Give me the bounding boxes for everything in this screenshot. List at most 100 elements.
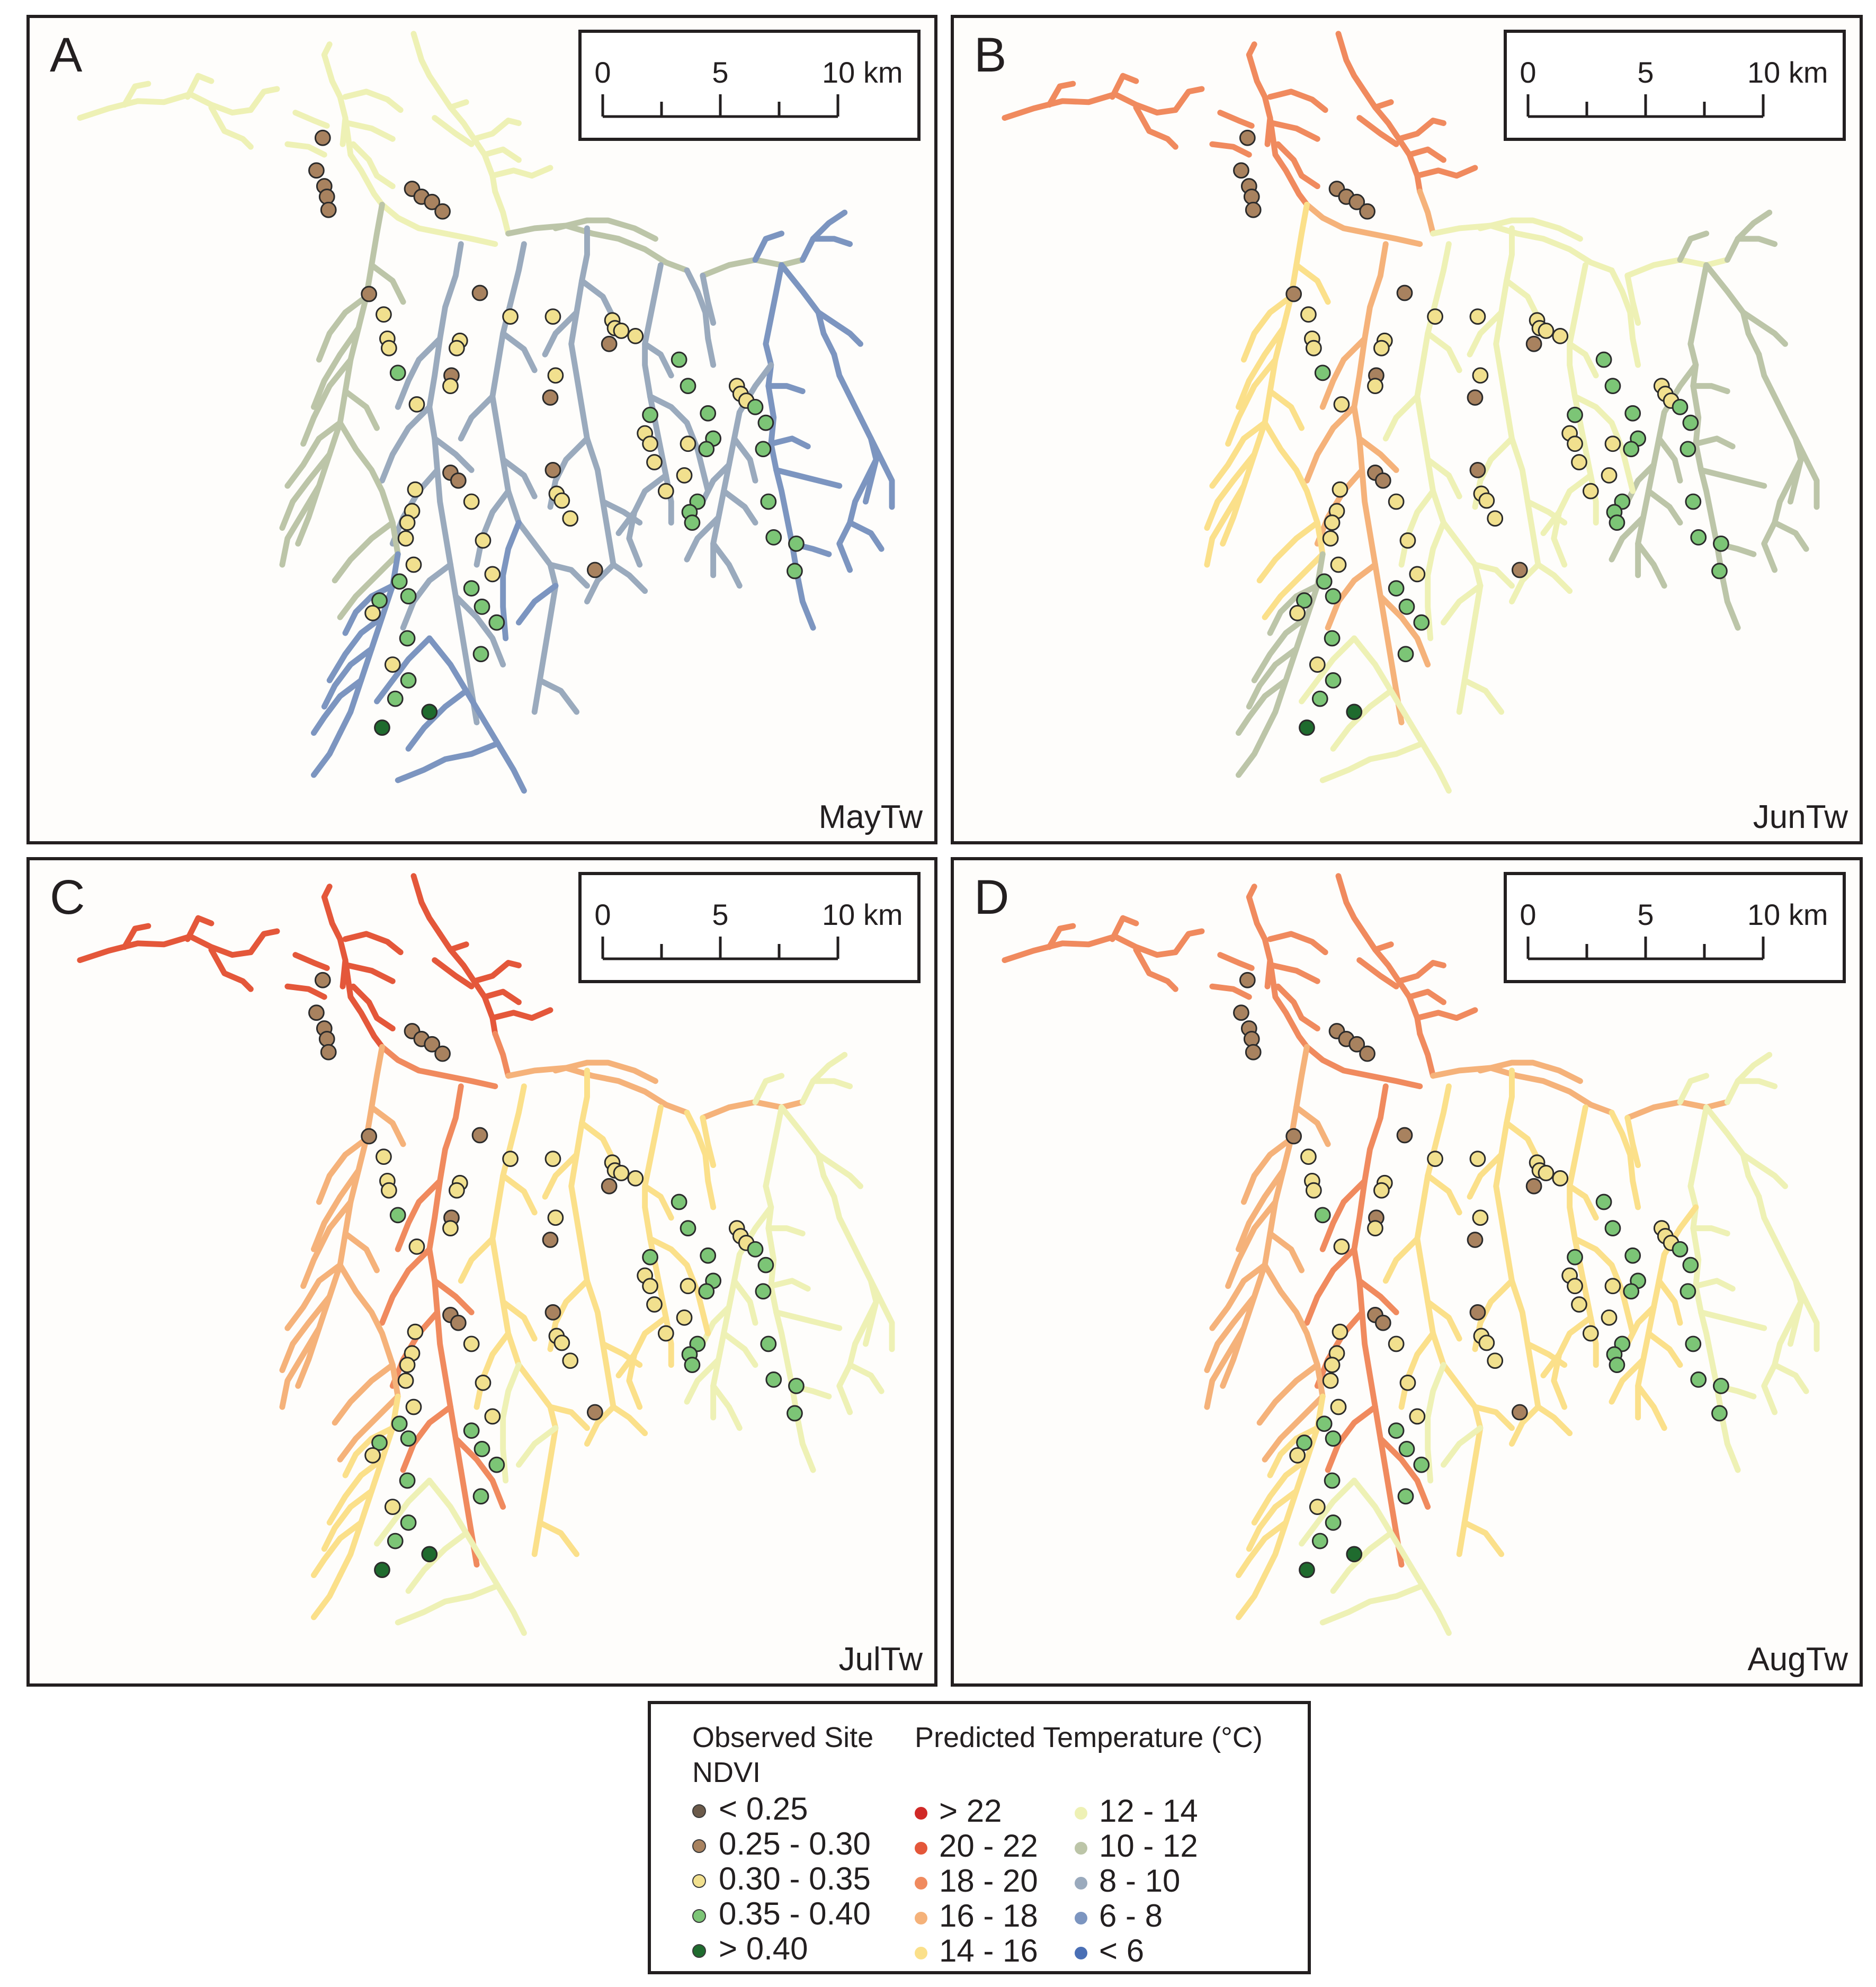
stream-network-map (1002, 31, 1820, 794)
observed-site-marker (399, 514, 416, 531)
stream-reach (1209, 983, 1252, 1000)
stream-reach (489, 241, 527, 526)
observed-site-marker (1472, 367, 1489, 384)
observed-site-marker (1311, 1532, 1328, 1549)
scale-tick-label: 0 (594, 898, 611, 931)
observed-site-marker (1582, 483, 1599, 500)
stream-reach (395, 740, 501, 783)
observed-site-marker (1399, 1375, 1416, 1391)
observed-site-marker (320, 201, 337, 218)
stream-reach (505, 1065, 690, 1116)
observed-site-marker (1325, 1430, 1342, 1447)
observed-site-marker (407, 1323, 424, 1340)
stream-reach (279, 483, 322, 568)
observed-site-marker (1711, 563, 1728, 580)
observed-site-marker (553, 1334, 570, 1351)
scale-tick-label: 10 km (822, 56, 903, 89)
stream-reach (1325, 562, 1378, 631)
stream-reach (1472, 562, 1515, 589)
observed-site-marker (405, 1398, 422, 1415)
observed-site-marker (1359, 1045, 1375, 1062)
observed-site-marker (788, 535, 805, 552)
stream-reach (1461, 677, 1505, 715)
stream-reach (1690, 1225, 1730, 1237)
stream-reach (1425, 1299, 1462, 1342)
observed-site-marker (502, 1151, 519, 1168)
observed-site-marker (1571, 1296, 1587, 1313)
observed-site-marker (642, 1249, 658, 1266)
observed-site-marker (320, 1044, 337, 1061)
panel-letter: D (974, 870, 1010, 924)
stream-reach (1356, 435, 1399, 473)
stream-reach (342, 931, 404, 956)
stream-reach (1319, 335, 1368, 410)
stream-reach (1362, 931, 1394, 953)
stream-reaches (1002, 873, 1820, 1636)
stream-reach (552, 217, 658, 242)
stream-reach (1209, 420, 1268, 489)
stream-reach (326, 614, 385, 683)
observed-site-marker (1672, 1241, 1689, 1258)
stream-reach (405, 688, 469, 752)
observed-site-marker (371, 592, 388, 609)
observed-site-marker (613, 323, 630, 339)
stream-reach (452, 593, 506, 668)
observed-site-marker (405, 556, 422, 573)
panel-month-label: JunTw (1753, 799, 1848, 835)
stream-reach (405, 1530, 469, 1594)
observed-sites (308, 129, 805, 736)
stream-reach (481, 146, 522, 163)
stream-reach (1235, 1168, 1287, 1252)
observed-site-marker (1624, 1247, 1641, 1264)
stream-reach (1335, 873, 1368, 937)
observed-site-marker (1487, 510, 1504, 527)
stream-reach (1235, 325, 1287, 410)
observed-site-marker (376, 1148, 392, 1165)
stream-reach (1772, 520, 1809, 552)
stream-reach (300, 1199, 354, 1289)
observed-site-marker (1624, 405, 1641, 422)
stream-reach (1419, 740, 1452, 794)
observed-site-marker (471, 1127, 488, 1144)
stream-reach (1267, 1425, 1320, 1478)
panel-month-label: MayTw (818, 799, 923, 835)
observed-site-marker (788, 1377, 805, 1394)
observed-site-marker (755, 1283, 772, 1300)
observed-site-marker (700, 1247, 717, 1264)
stream-reach (300, 357, 354, 447)
observed-site-marker (1487, 1352, 1504, 1369)
stream-reach (342, 957, 385, 1050)
observed-site-marker (642, 435, 658, 452)
observed-site-marker (601, 1178, 618, 1195)
stream-reach (395, 335, 443, 410)
observed-site-marker (471, 284, 488, 301)
observed-site-marker (1373, 1182, 1390, 1199)
stream-reach (1740, 309, 1788, 347)
stream-reach (1441, 583, 1484, 626)
observed-site-marker (657, 483, 674, 500)
stream-reach (1735, 1078, 1778, 1090)
observed-site-marker (676, 467, 693, 484)
observed-site-marker (399, 1357, 416, 1374)
ndvi-class-swatch (692, 1804, 706, 1819)
stream-reach (350, 983, 396, 1032)
observed-site-marker (434, 1045, 451, 1062)
observed-sites (1233, 129, 1729, 736)
stream-reach (1217, 110, 1255, 129)
temp-class-label: 18 - 20 (939, 1863, 1038, 1899)
stream-reach (310, 1572, 343, 1620)
observed-site-marker (657, 1325, 674, 1342)
stream-reach (721, 488, 758, 526)
stream-reach (432, 957, 475, 990)
stream-reach (369, 262, 406, 305)
ndvi-class-label: > 0.40 (719, 1931, 808, 1966)
stream-reach (1303, 1246, 1357, 1326)
observed-site-marker (1309, 1499, 1326, 1515)
stream-reach (542, 1152, 580, 1200)
stream-reach (1319, 1582, 1426, 1626)
stream-reach (1275, 983, 1320, 1032)
observed-site-marker (424, 1036, 441, 1053)
temp-class-label: > 22 (939, 1793, 1002, 1829)
stream-reach (579, 278, 617, 321)
stream-reach (1535, 1404, 1573, 1437)
